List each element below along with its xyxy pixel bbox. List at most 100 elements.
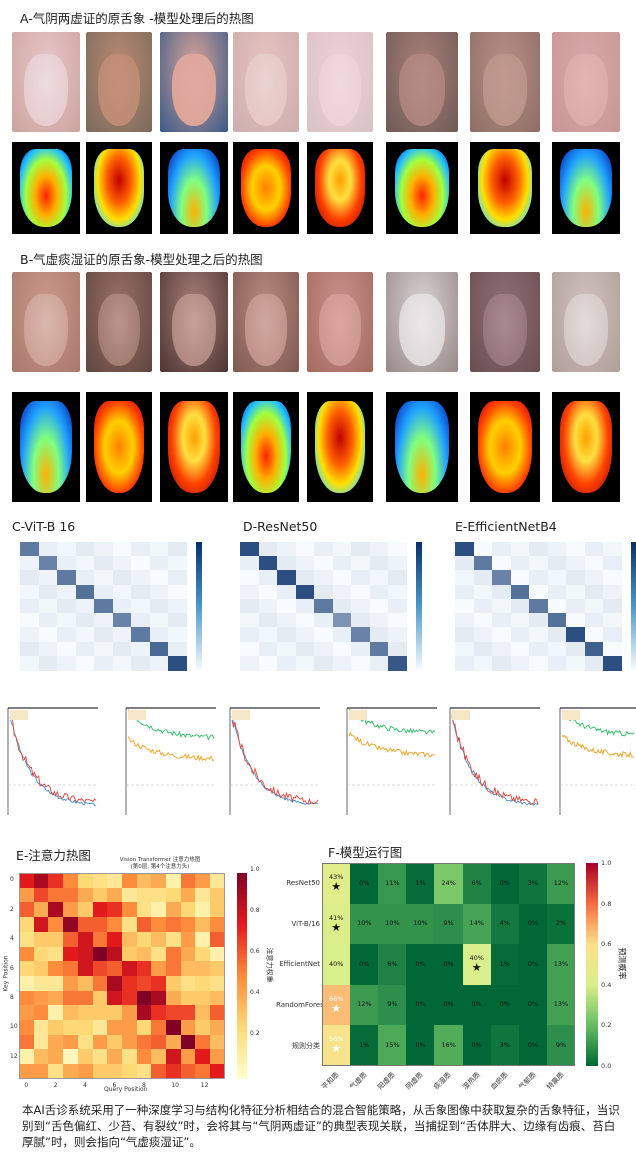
confusion-cell <box>603 542 622 557</box>
prediction-cell: 6% <box>378 944 407 985</box>
attention-cell <box>210 1005 226 1021</box>
attention-cell <box>48 887 64 903</box>
confusion-cell <box>168 542 187 557</box>
cell-value: 1% <box>499 959 510 968</box>
attention-cell <box>151 902 167 918</box>
confusion-cell <box>510 627 529 643</box>
curve-train <box>127 709 215 741</box>
confusion-cell <box>584 641 603 657</box>
attention-cell <box>136 961 152 977</box>
curve-val <box>348 731 435 759</box>
confusion-cell <box>473 613 492 628</box>
confusion-cell <box>529 598 548 614</box>
star-icon: ★ <box>331 1001 342 1015</box>
confusion-cell <box>149 584 168 600</box>
curve-val <box>127 736 214 762</box>
confusion-cell <box>547 627 566 643</box>
confusion-cell <box>473 570 492 586</box>
heatmap-image <box>552 392 620 502</box>
cell-value: 0% <box>527 1040 539 1049</box>
attention-cell <box>180 1034 196 1050</box>
confusion-cell <box>295 613 314 628</box>
attention-cell <box>180 1020 196 1035</box>
attention-cell <box>77 917 93 933</box>
heatmap-image <box>386 142 458 234</box>
column-label: 湿热质 <box>460 1070 482 1091</box>
attention-cell <box>210 902 226 918</box>
confusion-cell <box>566 641 585 657</box>
confusion-cell <box>566 584 585 600</box>
row-label: 规则分类 <box>292 1042 320 1051</box>
confusion-cell <box>131 641 150 657</box>
attention-cell <box>210 975 226 991</box>
attention-cell <box>166 990 181 1006</box>
prediction-cell: 3% <box>490 1025 519 1066</box>
confusion-cell <box>510 641 529 657</box>
confusion-cell <box>455 584 474 600</box>
row-label: ResNet50 <box>286 879 320 888</box>
confusion-cell <box>547 598 566 614</box>
confusion-cell <box>584 627 603 643</box>
attention-cell <box>19 1049 34 1065</box>
column-label: 血瘀质 <box>488 1070 510 1091</box>
confusion-cell <box>547 584 566 600</box>
attention-cell <box>166 887 181 903</box>
annotation-box <box>452 710 470 720</box>
tongue-photo <box>12 32 80 132</box>
attention-cell <box>77 1049 93 1065</box>
confusion-cell <box>131 556 150 571</box>
curve-train <box>561 711 635 737</box>
tongue <box>318 294 362 366</box>
attention-cell <box>166 946 181 962</box>
attention-cell <box>195 990 211 1006</box>
confusion-cell <box>75 584 94 600</box>
confusion-cell <box>258 641 277 657</box>
attention-cell <box>19 961 34 977</box>
attention-cell <box>180 990 196 1006</box>
attention-cell <box>195 1020 211 1035</box>
confusion-colorbar <box>196 542 202 671</box>
cell-value: 40% <box>469 954 484 963</box>
attention-colorbar-label: 注意力权重 <box>265 947 274 983</box>
heatmap-tongue <box>20 149 72 227</box>
confusion-cell <box>38 598 57 614</box>
curve-val <box>231 720 319 805</box>
star-icon: ★ <box>471 961 482 975</box>
heatmap-image <box>386 392 458 502</box>
column-label: 气郁质 <box>516 1070 538 1091</box>
attention-cell <box>33 1064 49 1080</box>
prediction-cell: 10% <box>406 903 435 945</box>
confusion-cell <box>473 556 492 571</box>
confusion-cell <box>131 613 150 628</box>
confusion-cell <box>112 627 131 643</box>
attention-cell <box>195 887 211 903</box>
attention-cell <box>151 931 167 947</box>
attention-cell <box>33 902 49 918</box>
confusion-cell <box>314 584 333 600</box>
cell-value: 10% <box>413 919 428 928</box>
section-f-title: F-模型运行图 <box>328 845 403 860</box>
attention-colorbar-tick: 0.4 <box>250 989 260 996</box>
confusion-cell <box>332 556 351 571</box>
attention-cell <box>121 873 137 888</box>
attention-cell <box>180 917 196 933</box>
attention-cell <box>180 1064 196 1080</box>
heatmap-tongue <box>394 149 450 227</box>
confusion-cell <box>277 556 296 571</box>
confusion-cell <box>57 627 76 643</box>
attention-cell <box>107 917 123 933</box>
attention-cell <box>195 1005 211 1021</box>
confusion-cell <box>492 598 511 614</box>
confusion-cell <box>57 542 76 557</box>
confusion-cell <box>455 556 474 571</box>
attention-cell <box>107 1020 123 1035</box>
confusion-cell <box>240 584 259 600</box>
confusion-cell <box>492 570 511 586</box>
attention-cell <box>121 931 137 947</box>
tongue-photo <box>386 32 458 132</box>
confusion-cell <box>38 613 57 628</box>
attention-cell <box>19 1020 34 1035</box>
confusion-cell <box>473 641 492 657</box>
column-label: 阳虚质 <box>376 1070 398 1091</box>
tongue-photo <box>160 32 228 132</box>
